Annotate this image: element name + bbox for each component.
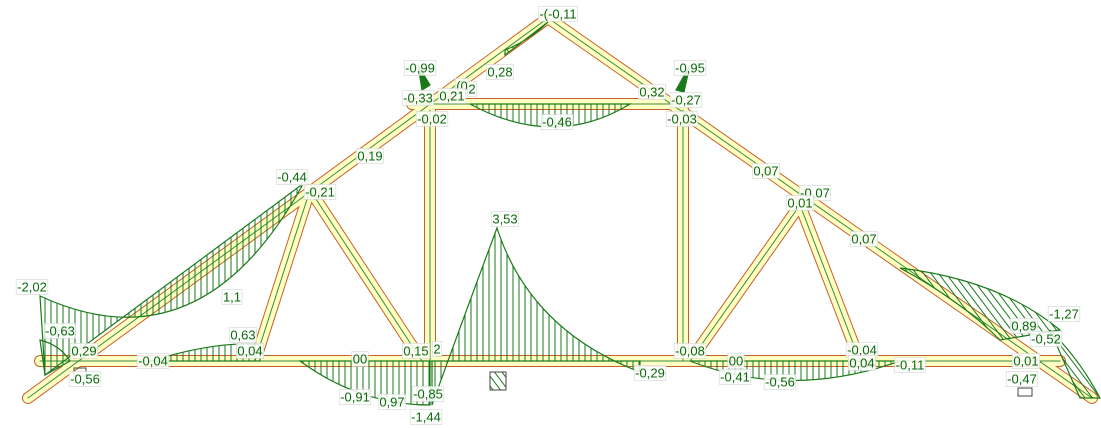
label-bg (763, 374, 797, 390)
moment-label: -(-0,11 (539, 6, 576, 21)
label-bg (68, 371, 102, 387)
label-bg (848, 355, 876, 371)
moment-label: -0,56 (765, 374, 795, 389)
label-bg (229, 327, 257, 343)
label-bg (540, 114, 574, 130)
label-bg (1012, 353, 1040, 369)
moment-label: 00 (353, 351, 367, 366)
label-bg (275, 169, 309, 185)
label-bg (15, 279, 49, 295)
moment-label: 0,32 (639, 84, 664, 99)
moment-label: -0,11 (896, 357, 925, 372)
moment-label: -0,03 (667, 111, 697, 126)
moment-label: -0,44 (277, 169, 307, 184)
moment-label: 0,04 (849, 355, 874, 370)
moment-label: -0,41 (720, 369, 750, 384)
label-bg (415, 111, 449, 127)
label-bg (409, 409, 443, 425)
moment-label: 0,07 (753, 163, 778, 178)
moment-label: -0,63 (45, 323, 75, 338)
labels: -(-0,110,28(0 2-0,99-0,33 0,21-0,02 -0,460,… (15, 6, 1081, 425)
label-bg (673, 343, 707, 359)
label-bg (1047, 306, 1081, 322)
moment-label: 1,1 (223, 289, 241, 304)
label-bg (1005, 371, 1039, 387)
label-bg (633, 365, 667, 381)
moment-label: 0,07 (851, 231, 876, 246)
moment-label: 0,28 (487, 64, 512, 79)
label-bg (727, 353, 745, 369)
label-bg (378, 394, 406, 410)
label-bg (221, 289, 243, 305)
label-bg (43, 323, 77, 339)
moment-label: 0,29 (71, 343, 96, 358)
moment-label: -0,52 (1031, 331, 1061, 346)
label-bg (403, 60, 437, 76)
moment-label: -0,33 (403, 90, 433, 105)
label-bg (303, 184, 337, 200)
label-bg (236, 343, 264, 359)
label-bg (351, 351, 369, 367)
moment-label: -0,04 (138, 353, 168, 368)
moment-label: -0,46 (542, 114, 572, 129)
moment-label: 0,21 (439, 88, 464, 103)
moment-label: -0,02 (417, 111, 447, 126)
label-bg (1029, 331, 1063, 347)
moment-label: (0 (456, 78, 468, 93)
moment-label: -0,21 (305, 184, 335, 199)
moment-label: -0,85 (413, 386, 443, 401)
label-bg (894, 357, 926, 373)
label-bg (70, 343, 98, 359)
moment-label: -0,56 (70, 371, 100, 386)
moment-label: 0,63 (230, 327, 255, 342)
moment-label: 00 (729, 353, 743, 368)
label-bg (401, 90, 435, 106)
label-bg (486, 64, 514, 80)
label-bg (338, 389, 372, 405)
moment-label: -0,91 (340, 389, 370, 404)
moment-label: 0,19 (357, 148, 382, 163)
label-bg (432, 341, 442, 357)
moment-label: 0,01 (1013, 353, 1038, 368)
moment-label: -0,08 (675, 343, 705, 358)
moment-label: -0,95 (675, 60, 705, 75)
label-bg (638, 84, 666, 100)
label-bg (491, 211, 519, 227)
label-bg (538, 6, 578, 22)
supports (73, 367, 1033, 397)
moment-label: 3,53 (492, 211, 517, 226)
label-bg (136, 353, 170, 369)
moment-label: 0,15 (403, 343, 428, 358)
moment-label: -0,04 (847, 342, 877, 357)
moment-label: -1,44 (411, 409, 441, 424)
label-bg (673, 60, 707, 76)
label-bg (411, 386, 445, 402)
moment-label: -0,27 (671, 92, 701, 107)
moment-label: -1,27 (1049, 306, 1079, 321)
moment-label: -0,29 (635, 365, 665, 380)
moment-label: 0,89 (1011, 318, 1036, 333)
label-bg (718, 369, 752, 385)
label-bg (402, 343, 430, 359)
moment-label: -2,02 (17, 279, 47, 294)
moment-label: -0,99 (405, 60, 435, 75)
label-bg (786, 195, 814, 211)
moment-label: 2 (433, 341, 440, 356)
label-bg (752, 163, 780, 179)
label-bg (467, 81, 477, 97)
moment-label: 2 (468, 81, 475, 96)
moment-label: 0,01 (787, 195, 812, 210)
moment-diagrams (39, 21, 1101, 406)
label-bg (665, 111, 699, 127)
label-bg (669, 92, 703, 108)
label-bg (1010, 318, 1038, 334)
moment-label: 0,97 (379, 394, 404, 409)
moment-label: -0,47 (1007, 371, 1037, 386)
label-bg (850, 231, 878, 247)
moment-label: 0,04 (237, 343, 262, 358)
label-bg (356, 148, 384, 164)
label-bg (438, 88, 466, 104)
